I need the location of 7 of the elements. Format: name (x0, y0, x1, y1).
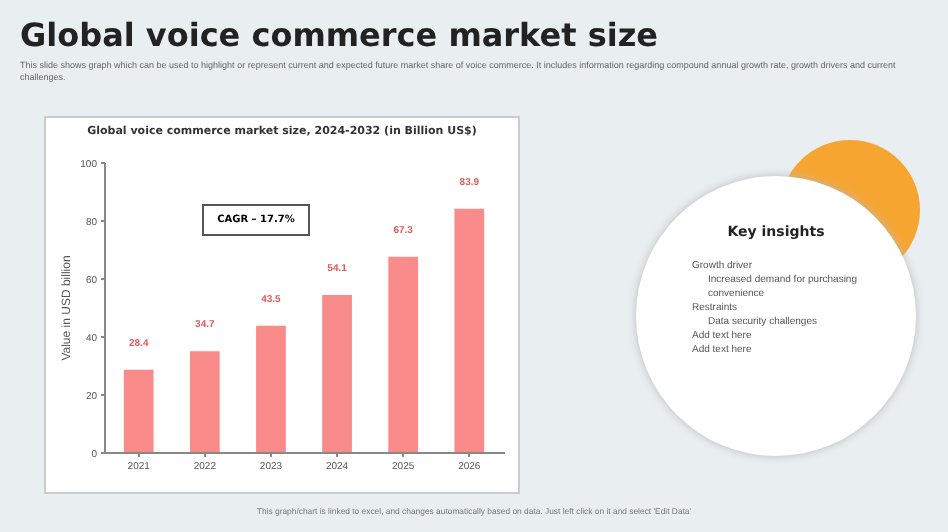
chart-title: Global voice commerce market size (20, 16, 659, 54)
bar (189, 351, 220, 452)
bar (256, 325, 286, 452)
bar (454, 208, 485, 452)
bar (123, 369, 154, 452)
bar (388, 256, 419, 452)
bar (322, 295, 352, 452)
